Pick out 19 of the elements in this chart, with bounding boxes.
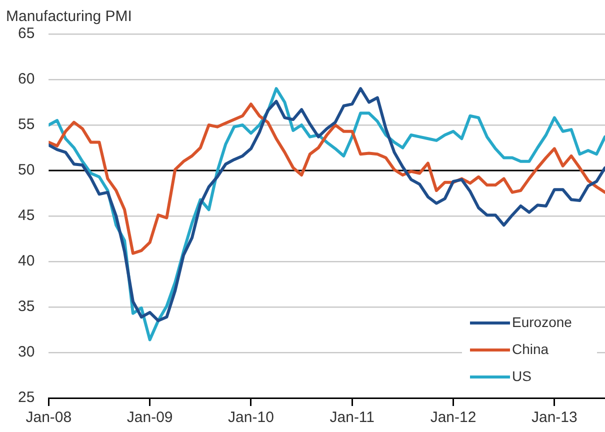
x-tick-label: Jan-11 — [330, 409, 375, 426]
y-tick-label: 65 — [18, 25, 35, 42]
x-tick-label: Jan-12 — [430, 409, 476, 426]
legend-label: China — [512, 340, 549, 357]
y-tick-label: 40 — [18, 252, 35, 270]
legend-label: Eurozone — [512, 314, 572, 330]
y-tick-label: 25 — [18, 389, 35, 406]
y-tick-label: 45 — [18, 207, 35, 224]
y-tick-label: 35 — [18, 298, 35, 316]
x-tick-label: Jan-09 — [126, 409, 173, 426]
chart-title: Manufacturing PMI — [6, 8, 132, 25]
x-tick-label: Jan-13 — [531, 409, 578, 426]
y-tick-label: 30 — [18, 344, 35, 361]
y-tick-label: 60 — [18, 70, 35, 88]
y-tick-label: 50 — [18, 162, 35, 179]
x-tick-label: Jan-10 — [228, 409, 274, 426]
legend-label: US — [512, 368, 532, 384]
x-tick-label: Jan-08 — [26, 409, 72, 426]
y-tick-label: 55 — [18, 116, 35, 134]
